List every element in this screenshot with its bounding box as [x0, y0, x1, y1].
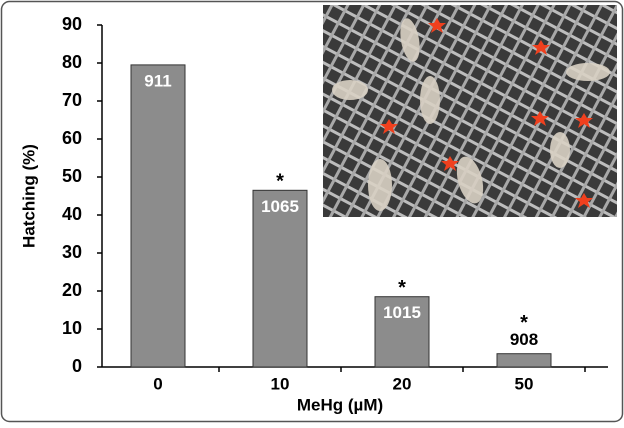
x-axis-title: MeHg (µM) [297, 395, 383, 414]
y-tick-label: 40 [62, 204, 82, 224]
significance-mark: * [276, 171, 284, 193]
x-tick-label: 0 [153, 374, 162, 393]
bar-annotation: 911 [144, 71, 171, 90]
bar [496, 353, 552, 368]
bar-annotation: 1065 [261, 197, 299, 216]
y-tick-label: 60 [62, 128, 82, 148]
y-tick-label: 0 [72, 356, 82, 376]
bar [130, 64, 186, 368]
significance-mark: * [398, 277, 406, 299]
y-tick-label: 90 [62, 14, 82, 34]
bar [374, 296, 430, 368]
bar-annotation: 1015 [383, 303, 421, 322]
y-tick-label: 50 [62, 166, 82, 186]
inset-photo [323, 5, 617, 217]
x-tick-label: 20 [393, 374, 412, 393]
y-tick-label: 80 [62, 52, 82, 72]
y-axis-title: Hatching (%) [19, 144, 38, 248]
x-tick-label: 50 [515, 374, 534, 393]
x-tick-label: 10 [271, 374, 290, 393]
bar-annotation: 908 [510, 330, 538, 349]
red-markers [380, 18, 593, 208]
y-tick-label: 20 [62, 280, 82, 300]
y-tick-label: 70 [62, 90, 82, 110]
y-tick-label: 10 [62, 318, 82, 338]
larvae [332, 18, 610, 211]
y-tick-label: 30 [62, 242, 82, 262]
bar [252, 189, 308, 368]
significance-mark: * [520, 312, 528, 334]
